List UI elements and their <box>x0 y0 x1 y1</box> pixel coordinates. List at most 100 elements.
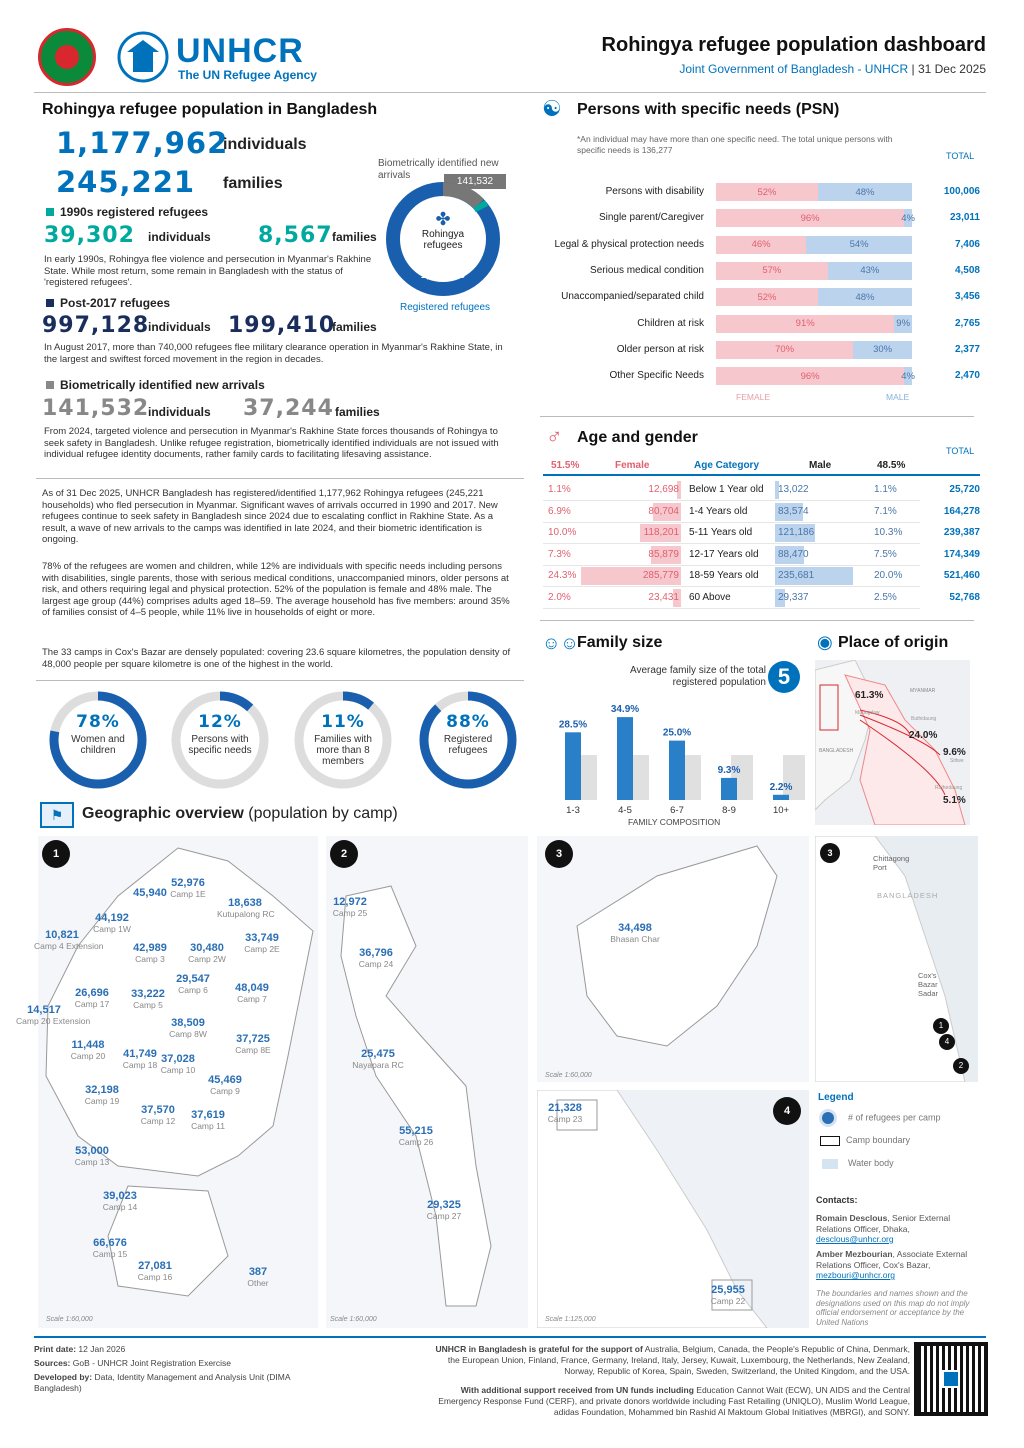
age-female-bar <box>650 545 681 564</box>
camp-name: Camp 20 <box>70 1051 106 1061</box>
camp-label[interactable]: 25,475 Nayapara RC <box>350 1042 406 1076</box>
camp-label[interactable]: 26,696 Camp 17 <box>64 981 120 1015</box>
map-2-number: 2 <box>330 840 358 868</box>
psn-male-bar: 9% <box>894 314 912 333</box>
camp-population: 27,081 <box>138 1260 172 1272</box>
camp-label[interactable]: 29,325 Camp 27 <box>416 1193 472 1227</box>
camp-population: 34,498 <box>618 922 652 934</box>
contacts-title: Contacts: <box>816 1195 858 1205</box>
family-category-label: 10+ <box>773 805 790 816</box>
family-bar-label: 28.5% <box>559 719 587 730</box>
page-subtitle: Joint Government of Bangladesh - UNHCR |… <box>679 62 986 76</box>
age-female-pct: 1.1% <box>548 484 571 495</box>
camp-name: Camp 6 <box>178 985 208 995</box>
contact-2-email[interactable]: mezbouri@unhcr.org <box>816 1270 896 1280</box>
camp-population: 38,509 <box>171 1017 205 1029</box>
camp-population: 45,940 <box>133 887 167 899</box>
psn-icon: ☯ <box>542 96 562 121</box>
legend-boundary-icon <box>820 1135 840 1146</box>
group-post2017-title: Post-2017 refugees <box>46 296 170 310</box>
camp-label[interactable]: 38,509 Camp 8W <box>160 1011 216 1045</box>
camp-population: 14,517 <box>27 1004 61 1016</box>
camp-label[interactable]: 48,049 Camp 7 <box>224 976 280 1010</box>
camp-label[interactable]: 11,448 Camp 20 <box>60 1033 116 1067</box>
camp-label[interactable]: 27,081 Camp 16 <box>127 1254 183 1288</box>
camp-population: 33,222 <box>131 988 165 1000</box>
psn-female-bar: 96% <box>716 367 905 386</box>
psn-row: Other Specific Needs 96% 4% 2,470 <box>540 365 980 387</box>
camp-label[interactable]: 30,480 Camp 2W <box>179 936 235 970</box>
camp-population: 41,749 <box>123 1048 157 1060</box>
age-female-value: 285,779 <box>642 570 679 582</box>
refugee-icon: ✤ <box>435 209 451 229</box>
camp-population: 18,638 <box>228 897 262 909</box>
summary-para-1: As of 31 Dec 2025, UNHCR Bangladesh has … <box>42 488 498 545</box>
camp-label[interactable]: 25,955 Camp 22 <box>700 1278 756 1312</box>
camp-label[interactable]: 18,638 Kutupalong RC <box>217 891 275 925</box>
camp-label[interactable]: 37,028 Camp 10 <box>150 1047 206 1081</box>
camp-label[interactable]: 32,198 Camp 19 <box>74 1078 130 1112</box>
camp-label[interactable]: 34,498 Bhasan Char <box>607 916 663 950</box>
psn-bar: 91% 9% <box>716 314 912 333</box>
camp-label[interactable]: 21,328 Camp 23 <box>537 1096 593 1130</box>
group-post2017-individuals: 997,128 <box>42 313 150 338</box>
donut-bottom-label: Registered refugees <box>399 302 491 313</box>
age-female-bar <box>676 481 681 499</box>
age-male-value: 88,470 <box>778 548 809 560</box>
age-female-bar <box>639 524 681 543</box>
family-avg-badge: 5 <box>768 661 800 693</box>
camp-label[interactable]: 36,796 Camp 24 <box>348 941 404 975</box>
camp-label[interactable]: 37,725 Camp 8E <box>225 1027 281 1061</box>
camp-label[interactable]: 66,676 Camp 15 <box>82 1231 138 1265</box>
camp-name: Camp 16 <box>137 1272 173 1282</box>
camp-label[interactable]: 45,469 Camp 9 <box>197 1068 253 1102</box>
family-bar-8-9 <box>721 777 737 800</box>
unhcr-wordmark: UNHCR <box>176 32 304 70</box>
kpi-label: Women and children <box>71 734 125 756</box>
camp-label[interactable]: 42,989 Camp 3 <box>122 936 178 970</box>
camp-population: 387 <box>248 1266 268 1278</box>
camp-population: 39,023 <box>103 1190 137 1202</box>
map-panel-3[interactable] <box>537 836 809 1082</box>
camp-label[interactable]: 12,972 Camp 25 <box>322 890 378 924</box>
camp-label[interactable]: 39,023 Camp 14 <box>92 1184 148 1218</box>
age-row: 2.0% 23,431 60 Above 29,337 2.5% 52,768 <box>543 587 980 609</box>
camp-label[interactable]: 55,215 Camp 26 <box>388 1119 444 1153</box>
camp-name: Camp 2E <box>244 944 280 954</box>
camp-label[interactable]: 45,940 <box>122 876 178 910</box>
map-3b-place-2: BANGLADESH <box>877 891 939 900</box>
origin-pct-4: 5.1% <box>943 795 966 806</box>
camp-label[interactable]: 33,222 Camp 5 <box>120 982 176 1016</box>
camp-label[interactable]: 37,570 Camp 12 <box>130 1098 186 1132</box>
qr-code-icon[interactable] <box>914 1342 988 1416</box>
map-panel-4[interactable] <box>537 1090 809 1328</box>
age-male-value: 235,681 <box>778 570 815 582</box>
camp-population: 25,955 <box>711 1284 745 1296</box>
camp-label[interactable]: 387 Other <box>230 1260 286 1294</box>
map-panel-3b[interactable]: Chittagong Port BANGLADESH Cox's Bazar S… <box>815 836 978 1082</box>
camp-label[interactable]: 14,517 Camp 20 Extension <box>16 998 90 1032</box>
psn-male-bar: 48% <box>817 288 912 307</box>
camp-name: Camp 13 <box>74 1157 110 1167</box>
origin-map-svg <box>814 659 966 826</box>
age-total: 52,768 <box>949 592 980 603</box>
page-title: Rohingya refugee population dashboard <box>601 34 986 56</box>
psn-male-label: MALE <box>886 392 910 402</box>
age-female-value: 12,698 <box>648 484 679 495</box>
camp-label[interactable]: 37,619 Camp 11 <box>180 1103 236 1137</box>
contact-1-email[interactable]: desclous@unhcr.org <box>816 1234 894 1244</box>
camp-label[interactable]: 10,821 Camp 4 Extension <box>34 923 104 957</box>
camp-label[interactable]: 44,192 Camp 1W <box>84 906 140 940</box>
camp-name: Kutupalong RC <box>217 909 275 919</box>
donut-top-label: Biometrically identified new arrivals <box>378 158 499 181</box>
age-row: 24.3% 285,779 18-59 Years old 235,681 20… <box>543 565 980 588</box>
psn-row: Older person at risk 70% 30% 2,377 <box>540 339 980 361</box>
camp-name: Camp 4 Extension <box>34 941 104 951</box>
kpi-donut-ring <box>49 691 147 789</box>
camp-population: 25,475 <box>361 1048 395 1060</box>
camp-label[interactable]: 33,749 Camp 2E <box>234 926 290 960</box>
map-panel-2[interactable] <box>326 836 528 1328</box>
g2-ind-label: individuals <box>148 320 211 334</box>
map-panel-1[interactable] <box>38 836 318 1328</box>
camp-label[interactable]: 53,000 Camp 13 <box>64 1139 120 1173</box>
